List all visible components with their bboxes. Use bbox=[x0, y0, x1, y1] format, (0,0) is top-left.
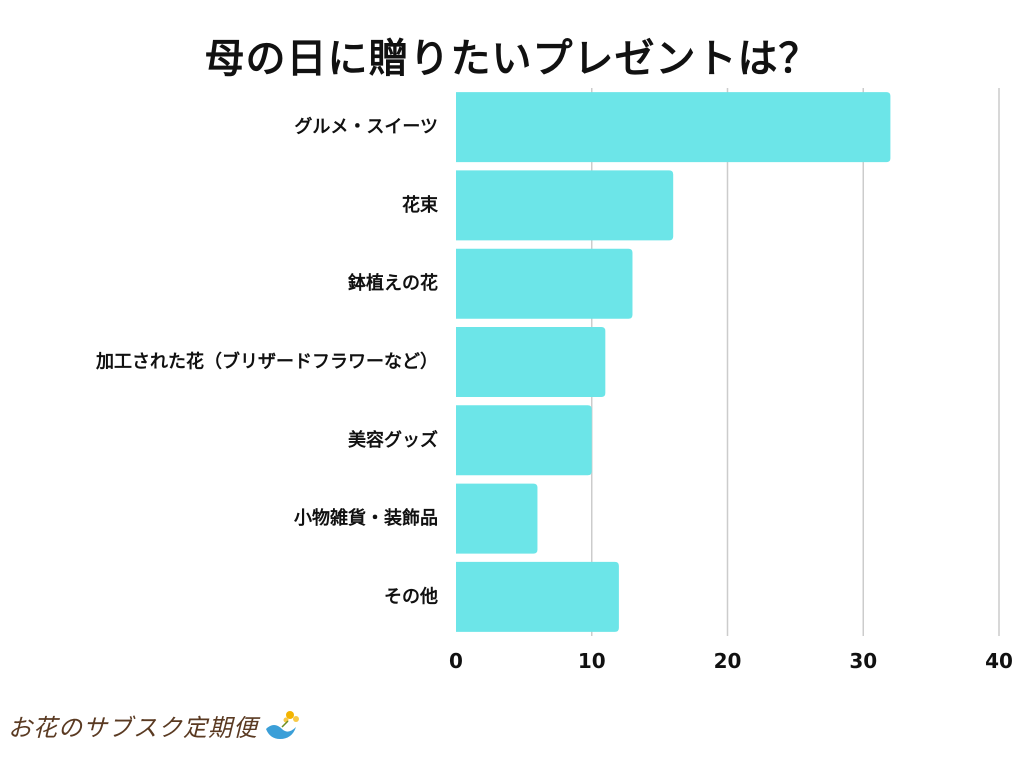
bar bbox=[456, 405, 592, 476]
bar bbox=[456, 561, 619, 632]
bird-flower-icon bbox=[266, 711, 299, 739]
x-tick-label: 40 bbox=[985, 649, 1013, 673]
chart-title: 母の日に贈りたいプレゼントは？ bbox=[204, 36, 820, 82]
bar bbox=[456, 92, 891, 163]
bar bbox=[456, 327, 606, 397]
grid-lines bbox=[591, 88, 1000, 636]
x-tick-label: 10 bbox=[578, 649, 606, 673]
x-tick-label: 30 bbox=[849, 649, 877, 673]
category-label: グルメ・スイーツ bbox=[294, 116, 438, 138]
category-label: 加工された花（ブリザードフラワーなど） bbox=[95, 351, 438, 373]
bar bbox=[456, 483, 538, 554]
category-label: 小物雑貨・装飾品 bbox=[294, 507, 438, 529]
category-label: その他 bbox=[384, 585, 438, 607]
x-tick-label: 20 bbox=[714, 649, 742, 673]
x-axis-tick-labels: 0 10 20 30 40 bbox=[449, 649, 1013, 673]
category-label: 鉢植えの花 bbox=[348, 272, 438, 294]
bar bbox=[456, 170, 674, 241]
brand-logo-text: お花のサブスク定期便 bbox=[8, 713, 258, 742]
category-label: 美容グッズ bbox=[348, 429, 438, 451]
x-tick-label: 0 bbox=[449, 649, 463, 673]
bars bbox=[456, 92, 891, 632]
category-label: 花束 bbox=[402, 194, 439, 216]
bar bbox=[456, 248, 633, 319]
brand-logo: お花のサブスク定期便 bbox=[8, 703, 302, 747]
